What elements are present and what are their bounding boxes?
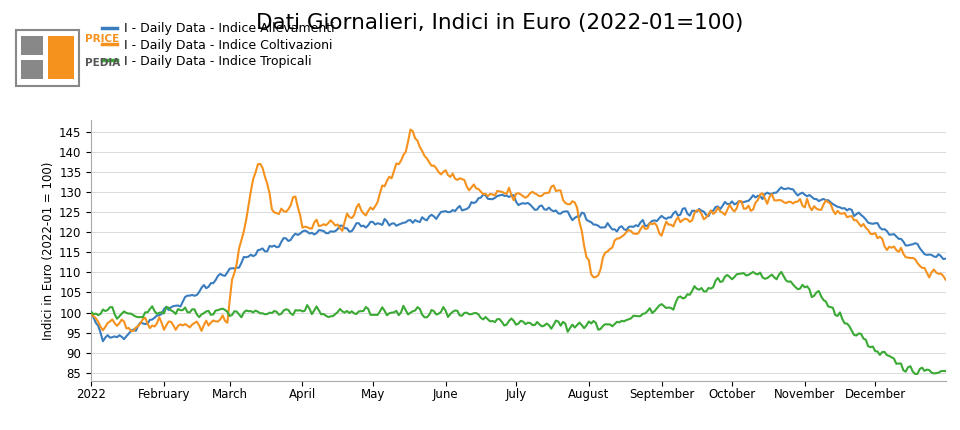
Bar [47,36,74,79]
Text: PRICE: PRICE [85,34,120,44]
Text: Dati Giornalieri, Indici in Euro (2022-01=100): Dati Giornalieri, Indici in Euro (2022-0… [255,13,743,33]
Bar [21,36,43,55]
Text: PEDIA: PEDIA [85,58,121,68]
Y-axis label: Indici in Euro (2022-01 = 100): Indici in Euro (2022-01 = 100) [42,161,55,340]
Bar [21,60,43,79]
Legend: I - Daily Data - Indice Allevamenti, I - Daily Data - Indice Coltivazioni, I - D: I - Daily Data - Indice Allevamenti, I -… [98,17,339,73]
